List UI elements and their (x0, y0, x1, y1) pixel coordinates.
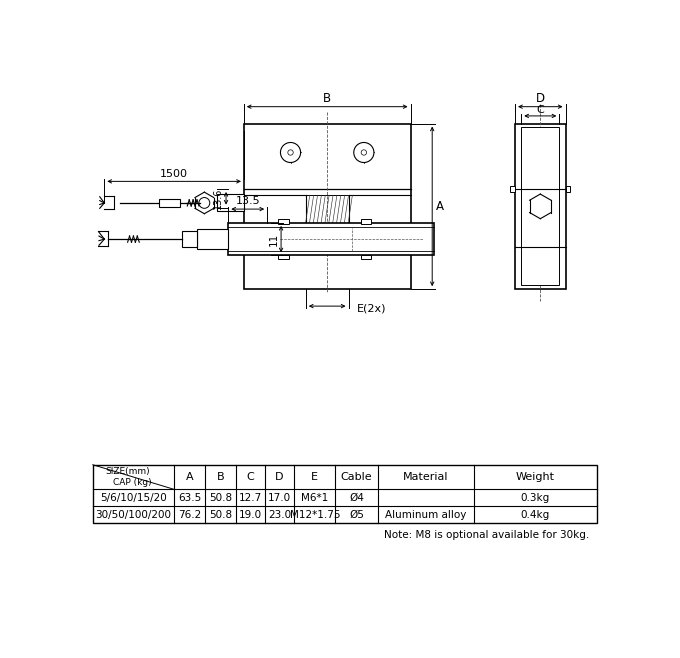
Bar (228, 223, 434, 255)
Text: 13.5: 13.5 (235, 196, 260, 207)
Text: 5/6/10/15/20: 5/6/10/15/20 (100, 493, 167, 503)
Text: C: C (537, 105, 544, 114)
Circle shape (199, 197, 209, 209)
Text: 76.2: 76.2 (178, 510, 201, 520)
Circle shape (345, 232, 358, 246)
Text: B: B (217, 472, 224, 482)
Text: 13.6: 13.6 (214, 188, 223, 209)
Text: 17.0: 17.0 (268, 493, 291, 503)
Bar (158, 199, 180, 207)
Text: 50.8: 50.8 (209, 510, 232, 520)
Text: D: D (536, 93, 545, 105)
Text: A: A (186, 472, 193, 482)
Text: Note: M8 is optional available for 30kg.: Note: M8 is optional available for 30kg. (384, 530, 589, 540)
Text: CAP (kg): CAP (kg) (113, 478, 152, 487)
Bar (197, 229, 228, 249)
Text: C: C (247, 472, 254, 482)
Text: Weight: Weight (515, 472, 555, 482)
Text: 0.3kg: 0.3kg (521, 493, 550, 503)
Circle shape (534, 200, 547, 213)
Text: 19.0: 19.0 (239, 510, 262, 520)
Bar (360, 255, 371, 259)
Bar (522, 128, 560, 286)
Text: 30/50/100/200: 30/50/100/200 (95, 510, 171, 520)
Bar (566, 186, 570, 192)
Text: 63.5: 63.5 (178, 493, 201, 503)
Text: E(2x): E(2x) (357, 303, 386, 313)
Text: 23.0: 23.0 (268, 510, 291, 520)
Circle shape (361, 150, 367, 155)
Circle shape (280, 143, 301, 163)
Bar (182, 232, 197, 247)
Text: A: A (436, 200, 444, 213)
Bar (511, 186, 515, 192)
Circle shape (531, 197, 549, 216)
Text: E: E (311, 472, 318, 482)
Text: 1500: 1500 (160, 168, 188, 179)
Bar (515, 124, 566, 289)
Bar (278, 255, 289, 259)
Text: Ø4: Ø4 (350, 493, 364, 503)
Text: 11: 11 (269, 232, 279, 245)
Text: Cable: Cable (341, 472, 373, 482)
Text: M6*1: M6*1 (301, 493, 328, 503)
Text: Ø5: Ø5 (350, 510, 364, 520)
Text: SIZE(mm): SIZE(mm) (105, 467, 150, 476)
Bar (244, 124, 411, 289)
Bar (278, 219, 289, 224)
Bar (217, 195, 244, 211)
Text: M12*1.75: M12*1.75 (290, 510, 340, 520)
Text: 50.8: 50.8 (209, 493, 232, 503)
Text: Aluminum alloy: Aluminum alloy (386, 510, 466, 520)
Circle shape (354, 143, 374, 163)
Bar (360, 219, 371, 224)
Bar (92, 465, 596, 523)
Text: 0.4kg: 0.4kg (521, 510, 550, 520)
Text: 12.7: 12.7 (239, 493, 262, 503)
Text: B: B (323, 93, 331, 105)
Text: Material: Material (403, 472, 449, 482)
Text: D: D (275, 472, 284, 482)
Circle shape (288, 150, 293, 155)
